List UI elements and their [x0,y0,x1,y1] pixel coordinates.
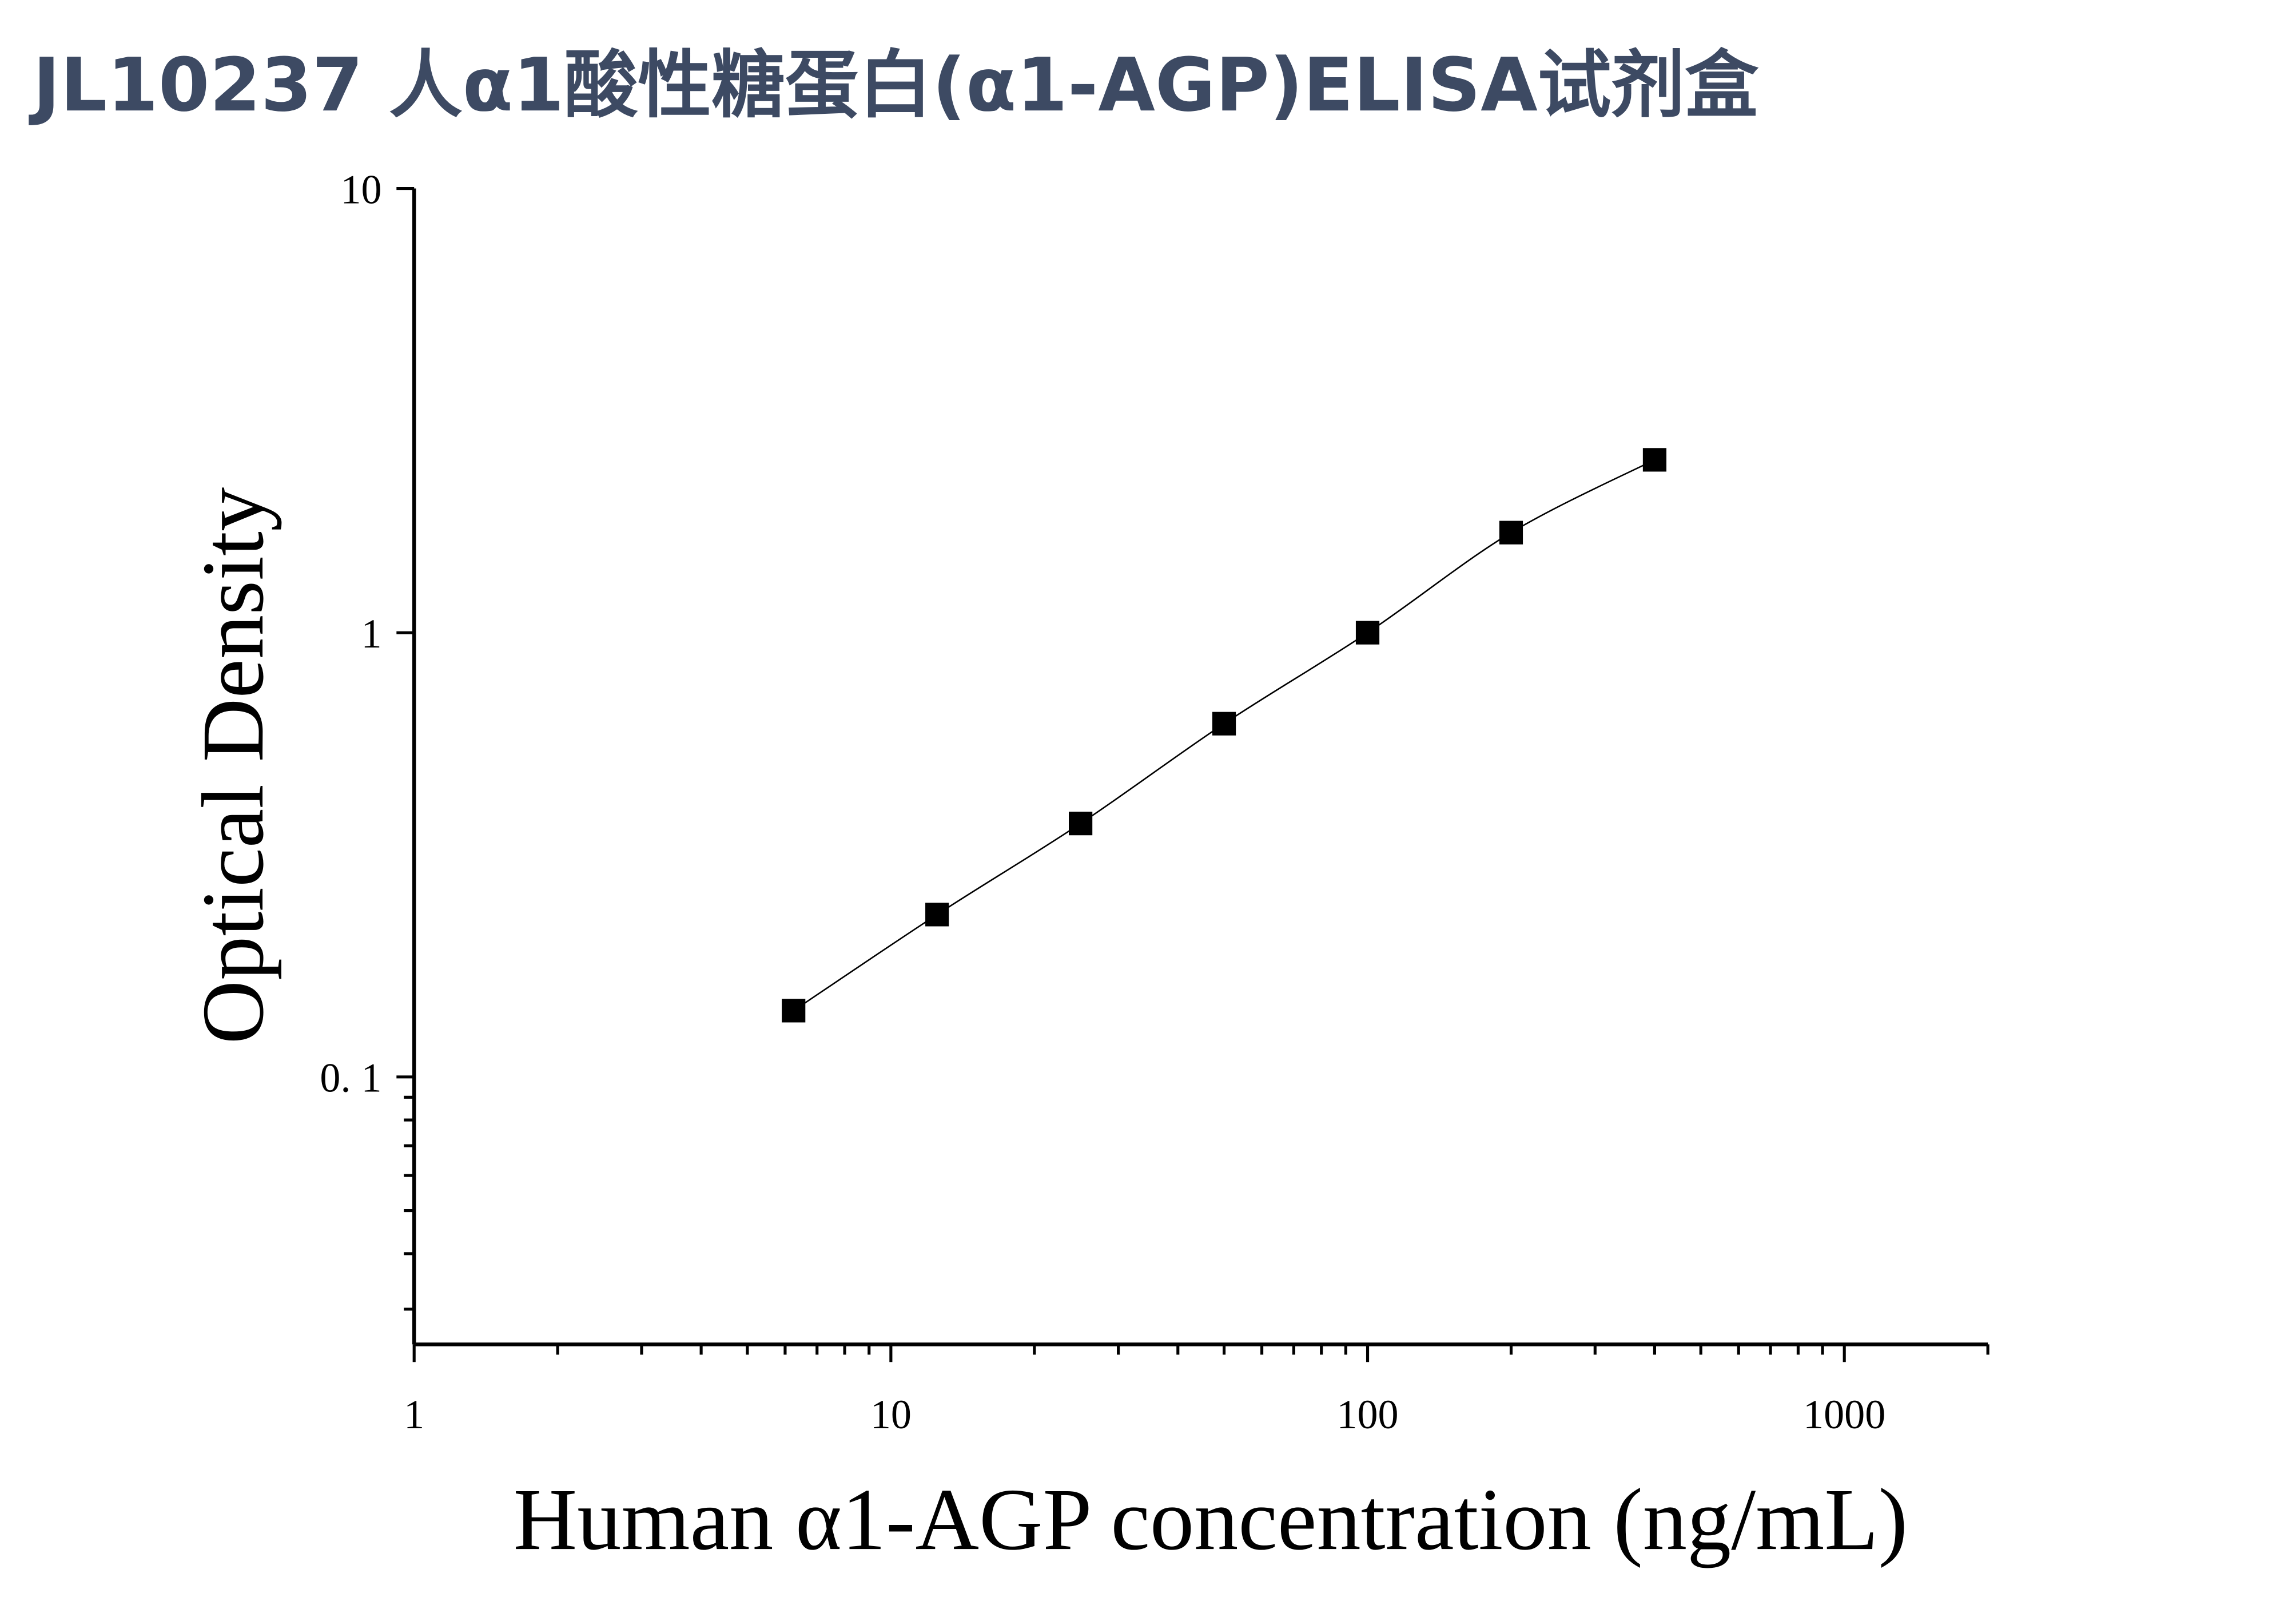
x-tick-label: 10 [870,1392,912,1437]
x-tick-label: 100 [1336,1392,1398,1437]
y-tick-label: 0. 1 [320,1055,381,1101]
data-point [1212,712,1236,736]
data-point [925,903,949,927]
data-point [1355,621,1380,645]
data-point [1642,448,1667,472]
data-point [1069,812,1093,836]
y-axis-label: Optical Density [184,487,282,1044]
data-point [1499,521,1523,545]
chart-title: JL10237 人α1酸性糖蛋白(α1-AGP)ELISA试剂盒 [28,43,1759,128]
x-tick-label: 1 [404,1392,424,1437]
y-tick-label: 10 [340,166,381,212]
x-axis-label: Human α1-AGP concentration (ng/mL) [514,1471,1908,1568]
x-tick-label: 1000 [1803,1392,1885,1437]
data-point [782,999,806,1023]
y-tick-label: 1 [361,611,382,657]
